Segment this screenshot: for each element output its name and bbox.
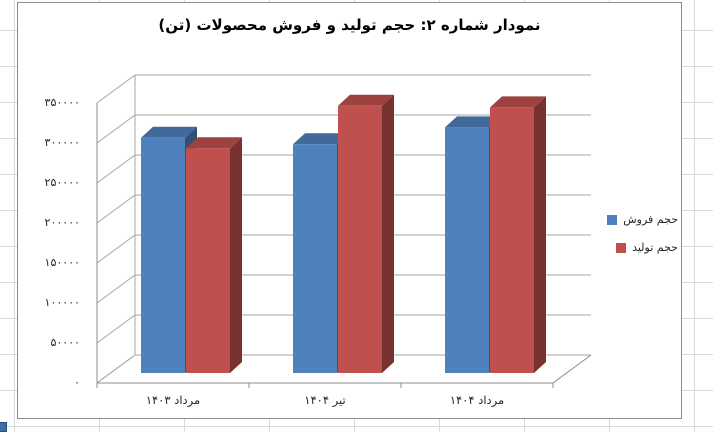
value-axis-label[interactable]: ۳۰۰۰۰۰ (44, 136, 80, 149)
value-axis-label[interactable]: ۲۰۰۰۰۰ (44, 216, 80, 229)
value-axis-label[interactable]: ۱۵۰۰۰۰ (44, 256, 80, 269)
bar-production-1[interactable] (186, 148, 230, 373)
bar-production-3[interactable] (490, 107, 534, 374)
bar-top-production-3 (490, 96, 546, 108)
bar-side-production-1 (230, 137, 242, 373)
legend-entry-production[interactable]: حجم تولید (588, 241, 678, 254)
legend-swatch-sales (607, 214, 618, 225)
value-axis-label[interactable]: ۰ (74, 376, 80, 389)
bar-top-sales-2 (293, 133, 349, 145)
chart-title[interactable]: نمودار شماره ۲: حجم تولید و فروش محصولات… (158, 16, 541, 34)
bar-side-production-3 (534, 96, 546, 374)
bar-top-sales-1 (141, 126, 197, 138)
value-axis-label[interactable]: ۵۰۰۰۰ (50, 336, 80, 349)
legend-entry-sales[interactable]: حجم فروش (588, 213, 678, 226)
legend-swatch-production (616, 242, 627, 253)
bar-side-production-2 (382, 94, 394, 374)
legend-label-sales: حجم فروش (623, 213, 678, 226)
category-axis-label[interactable]: مرداد ۱۴۰۴ (449, 393, 505, 407)
value-axis-label[interactable]: ۱۰۰۰۰۰ (44, 296, 80, 309)
bar-sales-2[interactable] (293, 144, 337, 373)
legend[interactable]: حجم فروش حجم تولید (588, 213, 678, 254)
cell-fill-handle[interactable] (0, 422, 7, 432)
bar-top-production-1 (186, 137, 242, 149)
bar-production-2[interactable] (338, 105, 382, 374)
legend-label-production: حجم تولید (632, 241, 678, 254)
bar-sales-3[interactable] (445, 127, 489, 374)
bar-top-production-2 (338, 94, 394, 106)
bar-sales-1[interactable] (141, 137, 185, 373)
category-axis-label[interactable]: تیر ۱۴۰۴ (304, 393, 346, 407)
bar-top-sales-3 (445, 116, 501, 128)
value-axis-label[interactable]: ۲۵۰۰۰۰ (44, 176, 80, 189)
category-axis-label[interactable]: مرداد ۱۴۰۳ (145, 393, 201, 407)
value-axis-label[interactable]: ۳۵۰۰۰۰ (44, 96, 80, 109)
